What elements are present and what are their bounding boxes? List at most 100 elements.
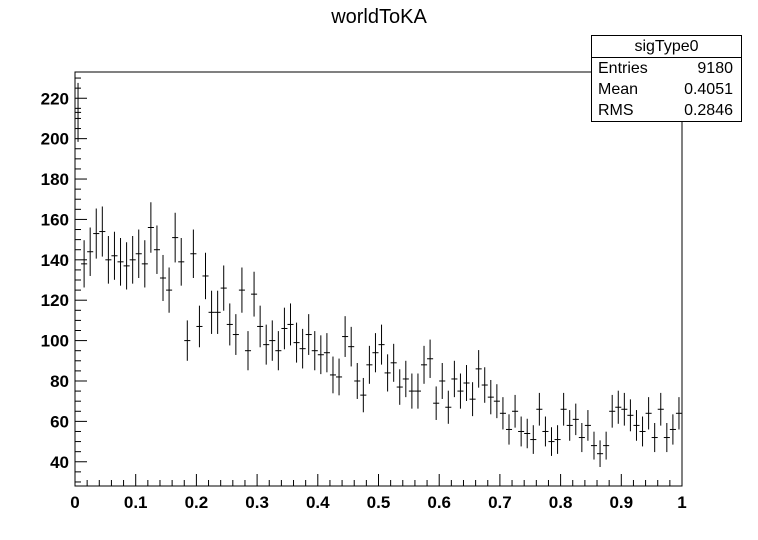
stats-value: 0.4051 bbox=[684, 81, 733, 98]
data-point bbox=[384, 354, 391, 392]
x-tick-label: 0.9 bbox=[609, 493, 633, 512]
data-point bbox=[402, 360, 409, 398]
data-point bbox=[244, 331, 252, 371]
data-point bbox=[129, 235, 136, 284]
data-point bbox=[475, 350, 482, 388]
data-point bbox=[572, 403, 579, 436]
data-point bbox=[396, 369, 403, 405]
data-point bbox=[166, 267, 173, 313]
y-tick-label: 140 bbox=[41, 251, 69, 270]
data-point bbox=[609, 394, 616, 428]
data-point bbox=[141, 240, 148, 288]
data-point bbox=[578, 422, 585, 453]
data-point bbox=[99, 206, 106, 257]
data-point bbox=[281, 307, 288, 350]
data-point bbox=[305, 314, 312, 355]
data-point bbox=[663, 422, 670, 453]
stats-box: sigType0 Entries 9180 Mean 0.4051 RMS 0.… bbox=[591, 35, 742, 122]
y-tick-label: 220 bbox=[41, 89, 69, 108]
data-point bbox=[329, 356, 337, 394]
data-point bbox=[323, 333, 330, 373]
data-point bbox=[311, 331, 318, 371]
stats-value: 9180 bbox=[697, 60, 733, 77]
data-point bbox=[451, 360, 458, 398]
data-point bbox=[463, 365, 470, 401]
data-point bbox=[348, 326, 355, 367]
data-point bbox=[220, 265, 227, 311]
data-point bbox=[208, 290, 215, 334]
data-point bbox=[499, 397, 506, 430]
y-tick-label: 80 bbox=[50, 372, 69, 391]
data-point bbox=[178, 238, 185, 286]
data-point bbox=[378, 324, 385, 365]
data-point bbox=[293, 322, 300, 363]
data-point bbox=[512, 394, 519, 428]
data-point bbox=[366, 345, 373, 384]
data-point bbox=[317, 335, 324, 375]
data-point bbox=[93, 208, 100, 259]
data-point bbox=[105, 235, 112, 284]
data-point bbox=[135, 229, 142, 278]
data-point bbox=[457, 373, 464, 409]
data-point bbox=[117, 238, 124, 286]
x-tick-label: 0.7 bbox=[488, 493, 512, 512]
stats-label: Entries bbox=[598, 60, 648, 77]
y-tick-label: 160 bbox=[41, 210, 69, 229]
data-point bbox=[87, 227, 94, 276]
data-point bbox=[184, 320, 191, 361]
y-tick-label: 120 bbox=[41, 291, 69, 310]
y-tick-label: 180 bbox=[41, 170, 69, 189]
x-tick-label: 0.5 bbox=[367, 493, 391, 512]
data-points bbox=[75, 82, 682, 468]
stats-value: 0.2846 bbox=[684, 102, 733, 119]
data-point bbox=[81, 240, 88, 288]
data-point bbox=[257, 305, 264, 348]
y-tick-label: 200 bbox=[41, 130, 69, 149]
data-point bbox=[414, 373, 421, 409]
data-point bbox=[548, 427, 555, 456]
data-point bbox=[196, 305, 203, 348]
data-point bbox=[342, 316, 349, 357]
data-point bbox=[263, 324, 270, 365]
data-point bbox=[427, 339, 434, 378]
data-point bbox=[469, 382, 476, 417]
data-point bbox=[627, 399, 634, 432]
data-point bbox=[603, 431, 610, 460]
data-point bbox=[621, 392, 628, 426]
data-point bbox=[75, 82, 82, 142]
data-point bbox=[214, 290, 221, 334]
data-point bbox=[238, 267, 245, 313]
x-tick-label: 0.3 bbox=[245, 493, 269, 512]
data-point bbox=[657, 392, 664, 426]
data-point bbox=[566, 410, 573, 441]
data-point bbox=[408, 373, 415, 409]
axis-ticks bbox=[74, 77, 683, 486]
data-point bbox=[202, 252, 209, 300]
y-tick-label: 100 bbox=[41, 332, 69, 351]
data-point bbox=[487, 379, 494, 415]
data-point bbox=[639, 416, 646, 447]
data-point bbox=[433, 386, 440, 420]
stats-box-title: sigType0 bbox=[592, 36, 741, 58]
data-point bbox=[299, 328, 306, 369]
data-point bbox=[505, 414, 513, 445]
data-point bbox=[675, 397, 682, 430]
data-point bbox=[439, 363, 446, 399]
data-point bbox=[287, 303, 294, 346]
data-point bbox=[584, 410, 591, 441]
data-point bbox=[232, 314, 239, 355]
data-point bbox=[251, 271, 258, 317]
x-tick-label: 0 bbox=[70, 493, 79, 512]
data-point bbox=[518, 416, 525, 447]
data-point bbox=[645, 397, 652, 430]
x-tick-label: 0.1 bbox=[124, 493, 148, 512]
data-point bbox=[269, 320, 276, 361]
data-point bbox=[493, 384, 500, 419]
data-point bbox=[420, 345, 428, 384]
data-point bbox=[153, 225, 160, 274]
data-point bbox=[147, 202, 154, 253]
data-point bbox=[372, 333, 379, 373]
stats-label: Mean bbox=[598, 81, 639, 98]
x-tick-label: 0.6 bbox=[427, 493, 451, 512]
data-point bbox=[542, 416, 549, 447]
